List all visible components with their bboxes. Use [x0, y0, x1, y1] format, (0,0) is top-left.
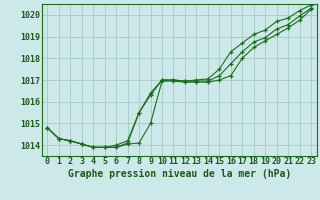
X-axis label: Graphe pression niveau de la mer (hPa): Graphe pression niveau de la mer (hPa)	[68, 169, 291, 179]
